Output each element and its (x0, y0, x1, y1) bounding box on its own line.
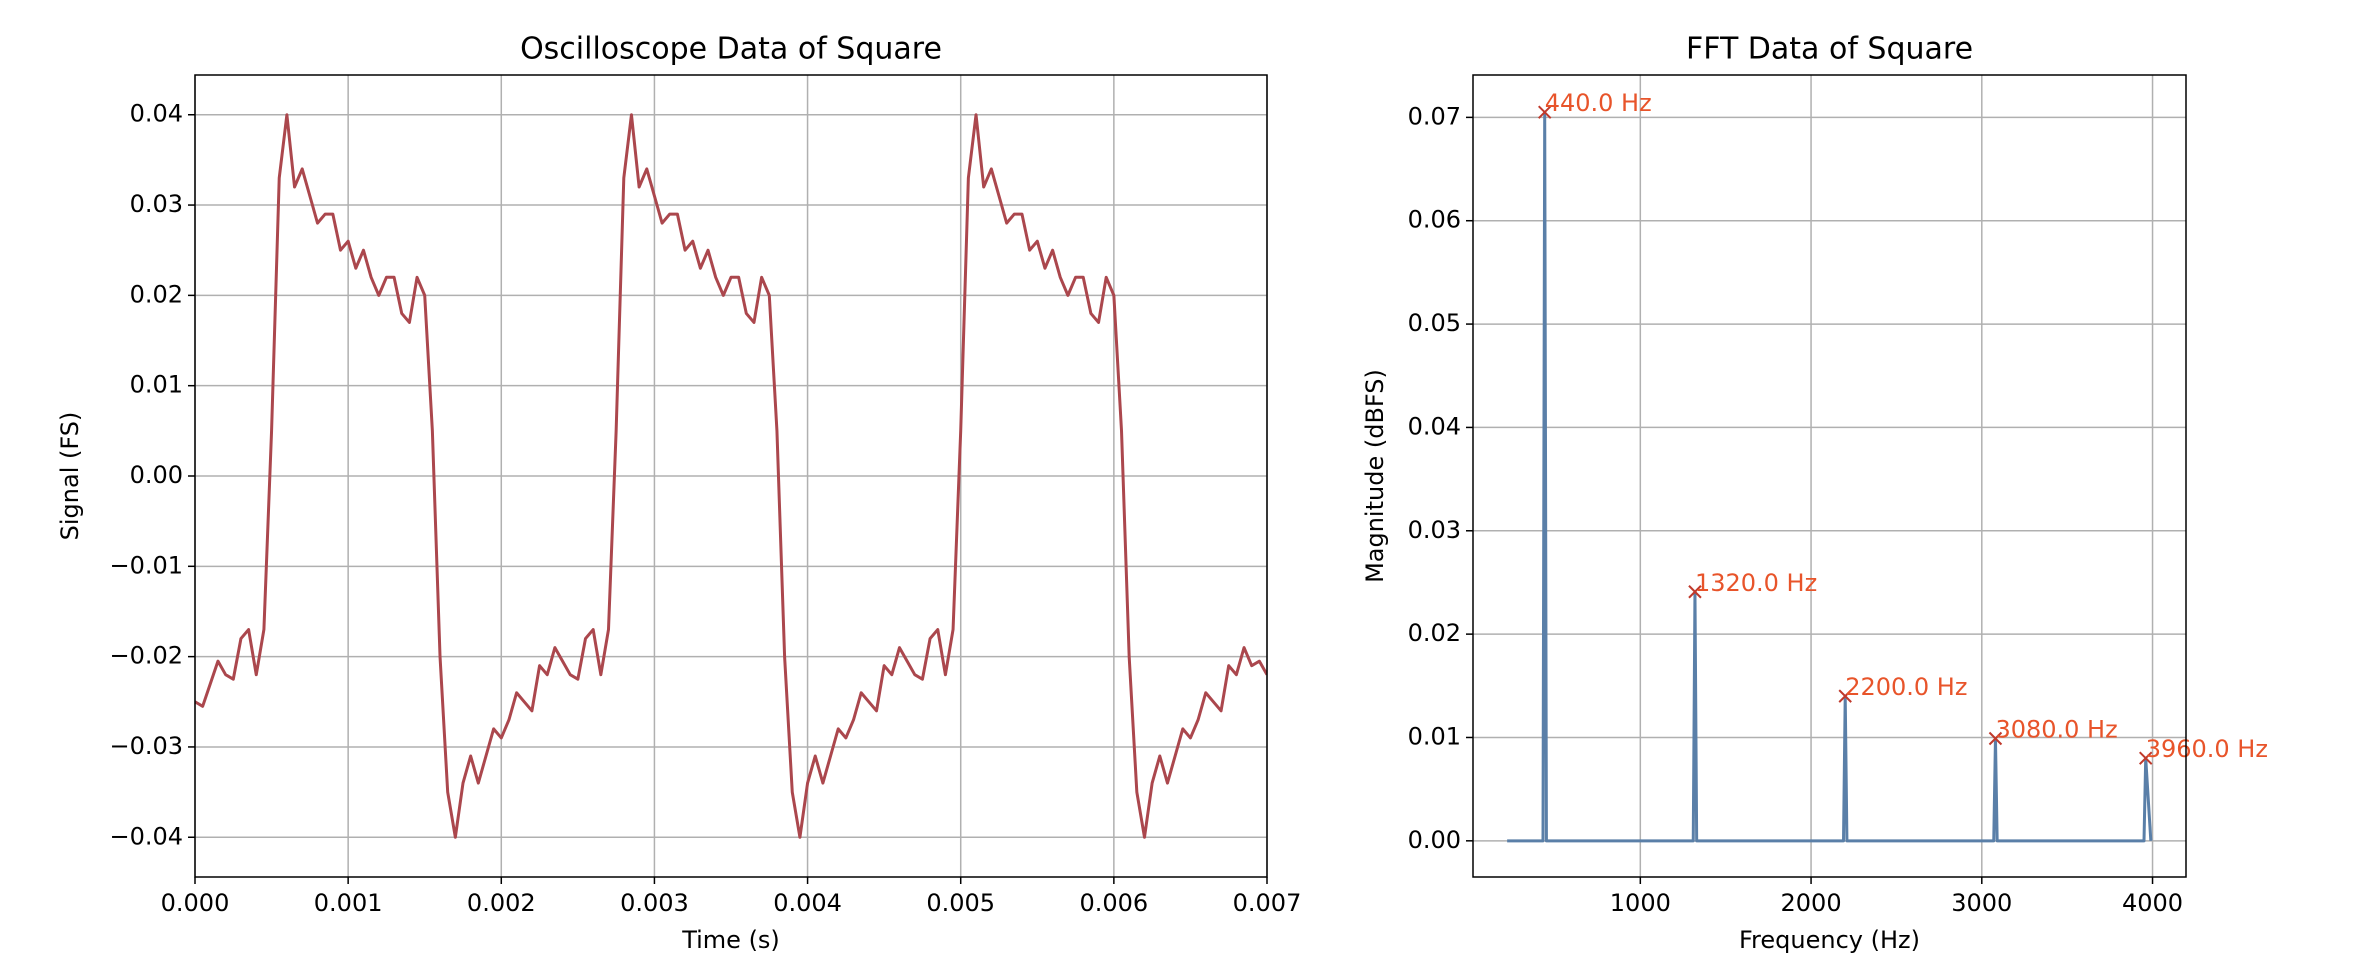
peak-marker (1688, 585, 1702, 599)
y-tick-label: 0.02 (130, 280, 183, 308)
y-tick-label: 0.03 (1408, 516, 1461, 544)
x-tick-label: 0.001 (314, 889, 383, 917)
peak-annotation: 440.0 Hz (1545, 89, 1652, 117)
y-tick-label: −0.03 (109, 732, 183, 760)
x-axis-label: Time (s) (681, 926, 780, 954)
x-tick-label: 0.005 (926, 889, 995, 917)
y-tick-label: 0.04 (130, 100, 183, 128)
axes-frame (1472, 74, 2187, 878)
data-line (195, 113, 1267, 839)
y-tick-label: 0.01 (130, 371, 183, 399)
x-tick-label: 0.004 (773, 889, 842, 917)
x-axis-label: Frequency (Hz) (1739, 926, 1920, 954)
y-tick-label: 0.07 (1408, 102, 1461, 130)
chart-title: Oscilloscope Data of Square (520, 32, 942, 67)
peak-annotation: 3960.0 Hz (2146, 735, 2268, 763)
x-tick-label: 0.007 (1233, 889, 1302, 917)
y-tick-label: 0.00 (130, 461, 183, 489)
peak-marker (1838, 689, 1852, 703)
chart-title: FFT Data of Square (1686, 32, 1973, 67)
plot-area (1507, 110, 2153, 843)
y-tick-label: 0.02 (1408, 619, 1461, 647)
x-tick-label: 0.000 (161, 889, 230, 917)
plot-area (195, 113, 1267, 839)
y-tick-label: 0.00 (1408, 826, 1461, 854)
x-tick-label: 0.006 (1079, 889, 1148, 917)
x-tick-label: 4000 (2122, 889, 2183, 917)
y-tick-label: 0.01 (1408, 722, 1461, 750)
peak-marker (2139, 751, 2153, 765)
y-tick-label: 0.06 (1408, 206, 1461, 234)
y-tick-label: 0.03 (130, 190, 183, 218)
y-axis-label: Signal (FS) (56, 412, 84, 541)
peak-annotation: 1320.0 Hz (1695, 569, 1817, 597)
data-line (1507, 110, 2153, 843)
y-axis-label: Magnitude (dBFS) (1361, 369, 1389, 583)
y-tick-label: −0.02 (109, 642, 183, 670)
y-tick-label: −0.04 (109, 822, 183, 850)
x-tick-label: 1000 (1610, 889, 1671, 917)
x-tick-label: 0.003 (620, 889, 689, 917)
y-tick-label: 0.05 (1408, 309, 1461, 337)
x-tick-label: 3000 (1951, 889, 2012, 917)
peak-annotation: 2200.0 Hz (1845, 673, 1967, 701)
y-tick-label: 0.04 (1408, 412, 1461, 440)
peak-marker (1538, 105, 1552, 119)
x-tick-label: 0.002 (467, 889, 536, 917)
axes-frame (194, 74, 1268, 878)
peak-marker (1988, 731, 2003, 746)
x-tick-label: 2000 (1781, 889, 1842, 917)
peak-annotation: 3080.0 Hz (1995, 716, 2117, 744)
y-tick-label: −0.01 (109, 551, 183, 579)
